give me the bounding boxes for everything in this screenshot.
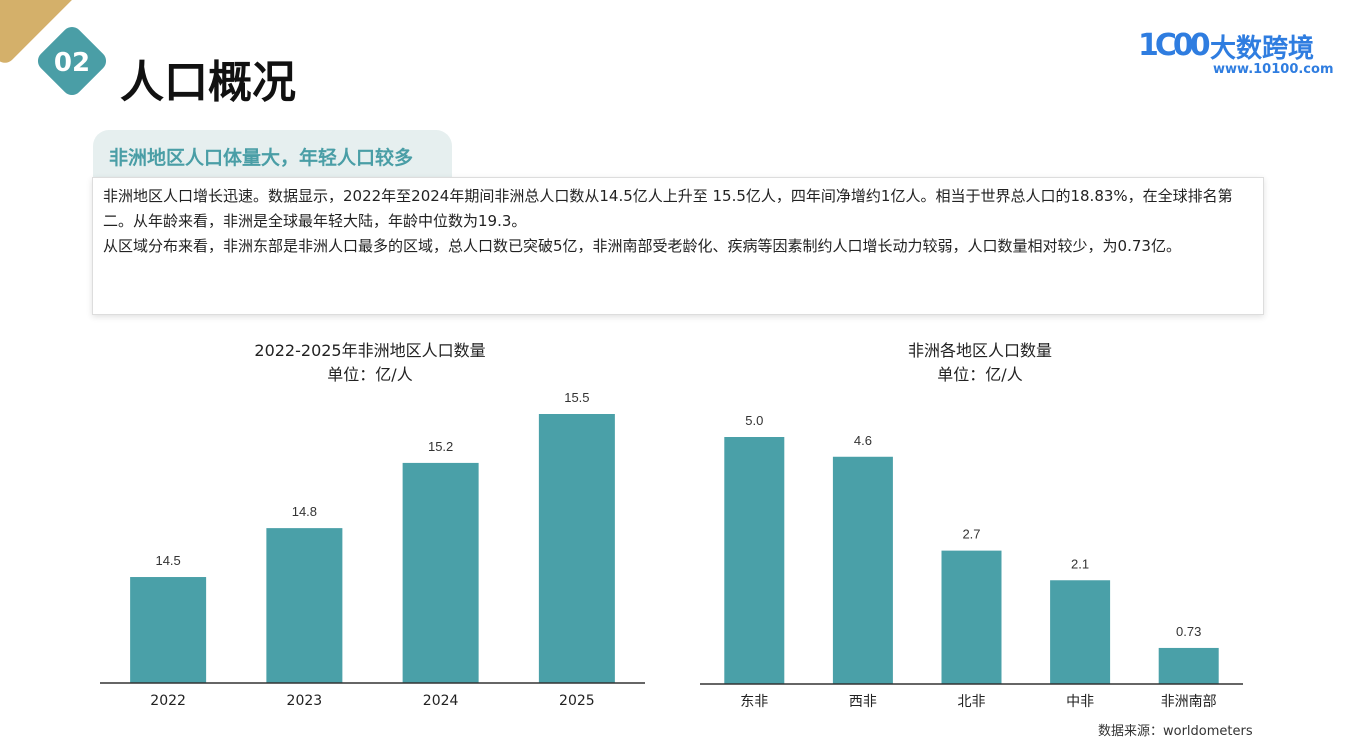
bar-东非	[724, 437, 785, 684]
chart2-title-block: 非洲各地区人口数量 单位：亿/人	[830, 339, 1130, 387]
data-label: 14.5	[155, 553, 180, 568]
summary-paragraph: 非洲地区人口增长迅速。数据显示，2022年至2024年期间非洲总人口数从14.5…	[103, 187, 1233, 230]
data-label: 15.2	[428, 439, 453, 454]
data-label: 15.5	[564, 390, 589, 405]
summary-box: 非洲地区人口增长迅速。数据显示，2022年至2024年期间非洲总人口数从14.5…	[92, 177, 1264, 315]
logo-name: 大数跨境	[1210, 34, 1315, 64]
bar-2022	[130, 577, 207, 683]
x-tick-label: 2022	[150, 693, 186, 709]
x-tick-label: 2024	[423, 693, 459, 709]
chart1-title: 2022-2025年非洲地区人口数量	[254, 341, 486, 360]
data-label: 4.6	[854, 433, 872, 448]
bar-2023	[266, 528, 343, 683]
data-label: 5.0	[745, 413, 763, 428]
bar-2024	[402, 462, 479, 683]
x-tick-label: 2025	[559, 693, 595, 709]
page-title: 人口概况	[120, 57, 296, 108]
bar-非洲南部	[1158, 647, 1219, 684]
data-source: 数据来源：worldometers	[1098, 724, 1253, 739]
subtitle-tag: 非洲地区人口体量大，年轻人口较多	[93, 130, 452, 182]
logo-url: www.10100.com	[1213, 62, 1334, 77]
data-label: 2.1	[1071, 556, 1089, 571]
chart1-title-block: 2022-2025年非洲地区人口数量 单位：亿/人	[200, 339, 540, 387]
x-tick-label: 2023	[287, 693, 323, 709]
chart2-unit: 单位：亿/人	[937, 365, 1023, 384]
section-number: 02	[53, 48, 91, 78]
chart1-unit: 单位：亿/人	[327, 365, 413, 384]
data-label: 2.7	[962, 527, 980, 542]
logo-mark: 1C00	[1138, 28, 1211, 63]
x-tick-label: 西非	[849, 694, 877, 710]
x-tick-label: 中非	[1066, 694, 1094, 710]
data-label: 14.8	[292, 504, 317, 519]
data-label: 0.73	[1176, 624, 1201, 639]
chart2-title: 非洲各地区人口数量	[907, 341, 1052, 360]
x-tick-label: 东非	[740, 694, 768, 710]
summary-paragraph: 从区域分布来看，非洲东部是非洲人口最多的区域，总人口数已突破5亿，非洲南部受老龄…	[103, 237, 1181, 255]
x-tick-label: 非洲南部	[1161, 694, 1217, 710]
subtitle: 非洲地区人口体量大，年轻人口较多	[109, 147, 414, 169]
bar-西非	[832, 456, 893, 684]
bar-北非	[941, 550, 1002, 684]
x-tick-label: 北非	[958, 694, 986, 710]
bar-中非	[1050, 580, 1111, 684]
bar-2025	[538, 414, 615, 683]
